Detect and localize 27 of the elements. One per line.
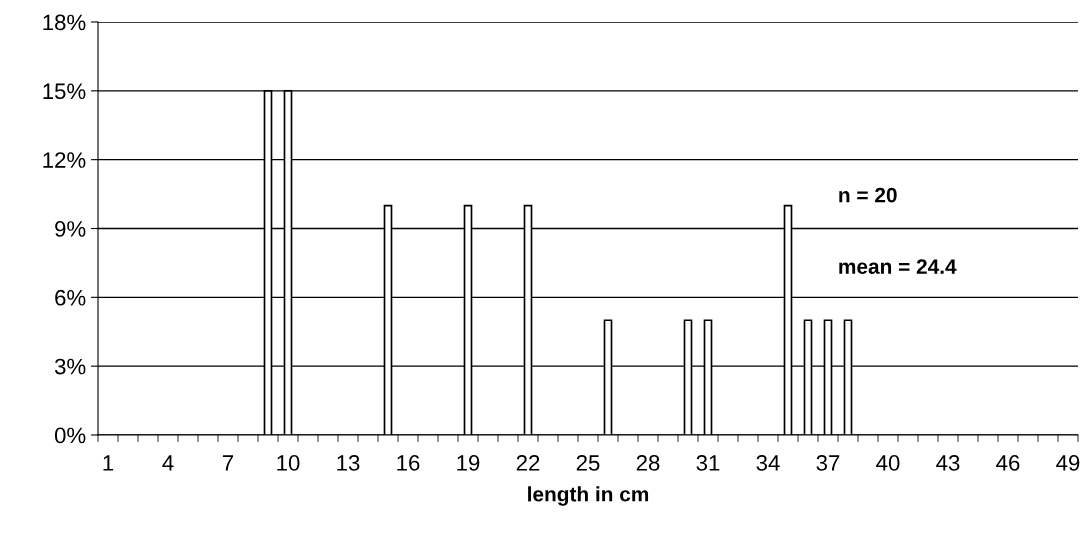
x-tick-label: 1 [103, 455, 114, 471]
y-tick-label: 18% [43, 14, 86, 31]
annotation: mean = 24.4 [839, 259, 957, 274]
x-tick-label: 28 [636, 455, 660, 471]
y-tick-label: 9% [55, 221, 86, 237]
x-tick-label: 4 [162, 455, 174, 471]
x-tick-label: 31 [696, 455, 720, 471]
x-tick-label: 37 [816, 455, 840, 471]
y-tick-label: 12% [43, 152, 86, 168]
x-axis-title: length in cm [528, 486, 649, 506]
x-tick-label: 19 [457, 455, 480, 471]
x-tick-label: 25 [576, 455, 600, 471]
y-tick-label: 0% [54, 427, 86, 444]
x-tick-label: 13 [337, 455, 360, 471]
x-tick-label: 10 [277, 455, 300, 471]
x-tick-label: 49 [1056, 455, 1080, 471]
x-tick-label: 46 [996, 455, 1020, 471]
y-tick-label: 15% [43, 83, 86, 100]
x-tick-label: 40 [876, 455, 900, 471]
x-tick-label: 22 [516, 455, 540, 471]
x-tick-label: 7 [222, 455, 234, 471]
y-tick-label: 3% [54, 358, 86, 375]
y-tick-label: 6% [55, 289, 86, 306]
x-tick-label: 34 [756, 455, 780, 471]
x-tick-label: 16 [397, 455, 420, 471]
annotation: n = 20 [839, 187, 897, 203]
x-tick-label: 43 [936, 455, 960, 471]
